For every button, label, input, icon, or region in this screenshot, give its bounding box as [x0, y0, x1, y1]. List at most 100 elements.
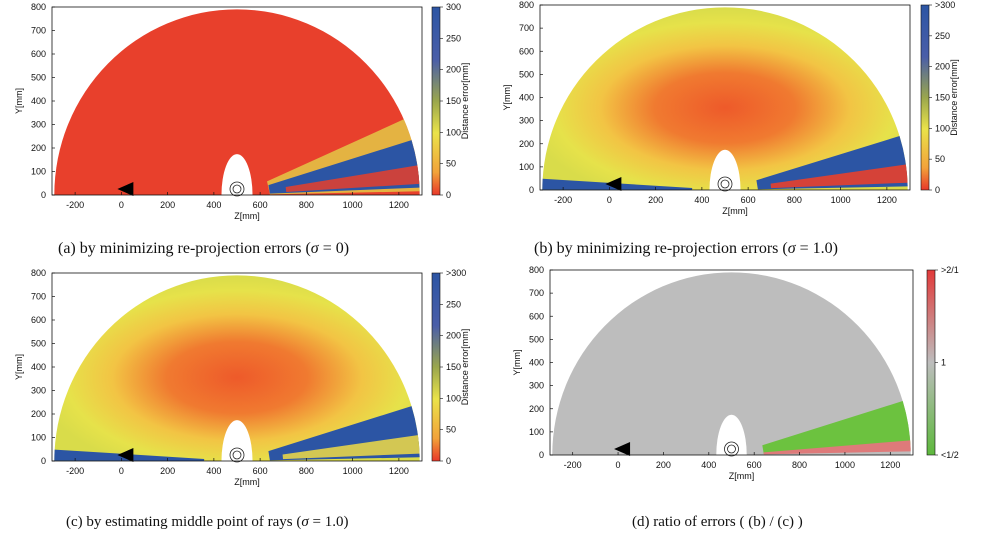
- colorbar-tick-label: 200: [446, 331, 461, 341]
- y-axis-label: Y[mm]: [14, 88, 24, 114]
- y-tick-label: 200: [31, 143, 46, 153]
- colorbar: [431, 272, 441, 462]
- y-tick-label: 300: [529, 381, 544, 391]
- colorbar-tick-label: 0: [446, 456, 451, 466]
- colorbar-tick-label: 250: [446, 299, 461, 309]
- y-tick-label: 500: [31, 339, 46, 349]
- y-tick-label: 500: [519, 69, 534, 79]
- x-tick-label: -200: [66, 200, 84, 210]
- y-tick-label: 800: [519, 0, 534, 10]
- x-tick-label: 400: [694, 195, 709, 205]
- colorbar-tick-label: 250: [935, 31, 950, 41]
- y-axis-label: Y[mm]: [512, 350, 522, 376]
- y-tick-label: 500: [31, 73, 46, 83]
- colorbar-label: Distance error[mm]: [460, 63, 470, 140]
- y-tick-label: 400: [31, 96, 46, 106]
- panel-d: -200 0 200 400 600 800 1000 1200 0 100 200 300 400 50…: [512, 265, 959, 496]
- colorbar-tick-label: 200: [446, 65, 461, 75]
- x-tick-label: 0: [616, 460, 621, 470]
- x-tick-label: 200: [160, 466, 175, 476]
- y-axis-label: Y[mm]: [14, 354, 24, 380]
- colorbar-tick-label: 0: [935, 185, 940, 195]
- colorbar-label: Distance error[mm]: [460, 329, 470, 406]
- x-tick-label: 600: [747, 460, 762, 470]
- x-tick-label: 600: [741, 195, 756, 205]
- origin-marker-icon: [117, 448, 134, 462]
- origin-marker-icon: [614, 442, 631, 456]
- heatmap-fan: [54, 275, 420, 461]
- y-tick-label: 0: [41, 190, 46, 200]
- heatmap-region-red: [763, 440, 911, 455]
- x-tick-label: 400: [206, 466, 221, 476]
- colorbar-tick-label: 150: [935, 93, 950, 103]
- x-axis-label: Z[mm]: [234, 477, 260, 487]
- colorbar-tick-label: 250: [446, 33, 461, 43]
- x-tick-label: 800: [787, 195, 802, 205]
- y-tick-label: 700: [519, 23, 534, 33]
- x-tick-label: 1200: [877, 195, 897, 205]
- camera-marker-inner: [232, 184, 242, 194]
- caption-a: (a) by minimizing re-projection errors (…: [58, 240, 350, 257]
- x-tick-label: 1000: [831, 195, 851, 205]
- y-tick-label: 800: [529, 265, 544, 275]
- y-tick-label: 300: [31, 120, 46, 130]
- colorbar-tick-label: 100: [446, 127, 461, 137]
- y-tick-label: 700: [31, 292, 46, 302]
- y-tick-label: 400: [31, 362, 46, 372]
- panel-a: -200 0 200 400 600 800 1000 1200010020030040050…: [14, 2, 470, 236]
- x-tick-label: 1000: [835, 460, 855, 470]
- colorbar-tick-label: 50: [935, 154, 945, 164]
- colorbar-tick-label: >2/1: [941, 265, 959, 275]
- heatmap-region-band: [282, 435, 420, 460]
- x-tick-label: 400: [701, 460, 716, 470]
- x-tick-label: -200: [66, 466, 84, 476]
- x-tick-label: 800: [299, 200, 314, 210]
- y-tick-label: 700: [31, 26, 46, 36]
- camera-marker-inner: [720, 179, 730, 189]
- x-axis-label: Z[mm]: [234, 211, 260, 221]
- panel-b: -200 0 200 400 600 800 1000 1200010020030040050…: [502, 0, 959, 231]
- colorbar-tick-label: >300: [935, 0, 955, 10]
- colorbar-tick-label: <1/2: [941, 450, 959, 460]
- colorbar-tick-label: 150: [446, 96, 461, 106]
- x-tick-label: 1000: [343, 200, 363, 210]
- y-tick-label: 200: [519, 139, 534, 149]
- x-tick-label: -200: [564, 460, 582, 470]
- x-tick-label: 200: [656, 460, 671, 470]
- y-tick-label: 300: [31, 386, 46, 396]
- x-tick-label: 800: [299, 466, 314, 476]
- caption-b: (b) by minimizing re-projection errors (…: [534, 240, 838, 257]
- y-tick-label: 0: [539, 450, 544, 460]
- colorbar: [920, 4, 930, 191]
- panel-c: -200 0 200 400 600 800 1000 1200010020030040050…: [14, 268, 470, 502]
- origin-marker-icon: [605, 177, 622, 191]
- y-tick-label: 100: [519, 162, 534, 172]
- camera-marker-outer: [229, 181, 245, 197]
- colorbar-tick-label: 300: [446, 2, 461, 12]
- y-tick-label: 800: [31, 268, 46, 278]
- x-tick-label: 1000: [343, 466, 363, 476]
- colorbar-tick-label: 100: [935, 123, 950, 133]
- caption-c: (c) by estimating middle point of rays (…: [66, 514, 349, 530]
- x-tick-label: 1200: [389, 466, 409, 476]
- y-tick-label: 0: [41, 456, 46, 466]
- y-tick-label: 400: [519, 93, 534, 103]
- x-tick-label: 200: [160, 200, 175, 210]
- colorbar-label: Distance error[mm]: [949, 59, 959, 136]
- y-tick-label: 200: [529, 404, 544, 414]
- x-tick-label: 200: [648, 195, 663, 205]
- y-tick-label: 500: [529, 334, 544, 344]
- x-tick-label: 0: [119, 200, 124, 210]
- y-tick-label: 100: [31, 167, 46, 177]
- camera-marker-outer: [229, 447, 245, 463]
- x-tick-label: 0: [119, 466, 124, 476]
- colorbar-tick-label: 100: [446, 393, 461, 403]
- heatmap-region-band: [770, 164, 908, 189]
- camera-marker-outer: [724, 441, 739, 457]
- y-tick-label: 700: [529, 288, 544, 298]
- colorbar-tick-label: 50: [446, 159, 456, 169]
- colorbar-tick-label: >300: [446, 268, 466, 278]
- heatmap-region-green: [762, 401, 911, 455]
- y-tick-label: 300: [519, 116, 534, 126]
